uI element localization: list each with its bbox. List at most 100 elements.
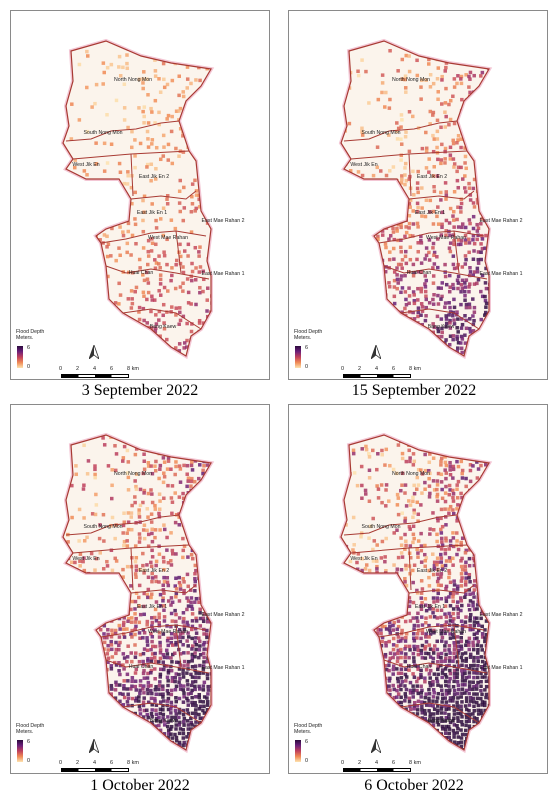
flood-cell [463,341,468,345]
flood-cell [110,515,115,520]
flood-cell [165,262,169,267]
flood-cell [419,607,424,612]
flood-cell [484,580,488,584]
flood-cell [376,596,380,600]
flood-cell [412,723,417,727]
flood-cell [142,647,147,651]
flood-cell [344,298,348,302]
flood-cell [471,543,475,548]
flood-cell [459,201,464,206]
flood-cell [468,353,472,356]
flood-cell [415,591,420,595]
flood-cell [85,173,89,177]
flood-cell [400,334,405,339]
flood-cell [400,471,405,476]
flood-cell [186,659,191,664]
flood-cell [459,334,464,339]
flood-cell [215,464,219,468]
flood-cell [360,568,364,573]
flood-cell [118,611,123,615]
flood-cell [69,354,73,356]
flood-cell [351,592,355,597]
flood-cell [117,209,121,213]
flood-cell [149,595,153,600]
flood-cell [359,667,363,671]
flood-cell [392,313,397,318]
flood-cell [145,676,150,680]
flood-cell [166,671,171,675]
flood-cell [197,744,202,748]
flood-cell [404,354,408,356]
flood-cell [391,667,396,672]
flood-cell [395,716,399,720]
flood-cell [166,728,171,733]
flood-cell [150,703,154,707]
flood-cell [134,616,138,621]
flood-cell [452,716,456,720]
flood-cell [368,595,372,600]
flood-cell [85,317,90,322]
flood-cell [468,90,472,95]
flood-cell [471,604,475,608]
flood-cell [467,719,471,724]
flood-cell [395,723,399,728]
flood-cell [415,58,419,63]
flood-cell [480,440,484,445]
flood-cell [355,640,360,645]
flood-cell [411,349,415,354]
flood-cell [380,349,385,354]
flood-cell [341,663,343,668]
flood-cell [165,688,170,693]
flood-cell [387,711,391,716]
flood-cell [463,620,468,624]
flood-cell [110,739,115,743]
flood-cell [162,655,167,660]
flood-cell [352,193,357,197]
flood-cell [348,635,353,639]
flood-cell [428,73,433,77]
flood-cell [456,330,460,334]
flood-cell [347,341,351,345]
flood-cell [150,294,154,299]
flood-cell [388,591,393,595]
flood-cell [93,696,98,701]
flood-cell [456,317,460,321]
flood-cell [491,652,495,656]
flood-cell [493,451,497,455]
flood-cell [126,475,131,480]
flood-cell [133,744,137,749]
flood-cell [407,69,412,74]
flood-cell [492,672,496,676]
flood-cell [102,623,107,628]
flood-cell [440,567,445,571]
flood-cell [186,663,190,667]
flood-cell [444,314,448,318]
flood-cell [110,632,115,636]
flood-cell [158,217,163,221]
flood-cell [493,560,497,564]
flood-cell [399,350,404,355]
flood-cell [94,556,99,561]
flood-cell [157,744,162,749]
flood-cell [105,635,109,640]
flood-cell [162,326,167,331]
flood-cell [439,507,444,512]
flood-cell [436,723,441,727]
flood-cell [467,142,472,147]
flood-cell [360,688,365,693]
flood-cell [189,596,194,600]
legend-title-line2: Meters. [294,335,312,341]
flood-cell [399,181,404,185]
flood-cell [444,86,448,91]
flood-cell [387,603,392,607]
flood-cell [89,648,94,652]
flood-cell [468,317,472,321]
flood-cell [435,679,440,684]
flood-cell [161,596,165,600]
flood-cell [65,278,70,282]
flood-cell [448,696,453,700]
flood-cell [117,623,122,628]
flood-cell [444,700,449,704]
flood-cell [444,656,448,661]
flood-cell [165,350,169,354]
